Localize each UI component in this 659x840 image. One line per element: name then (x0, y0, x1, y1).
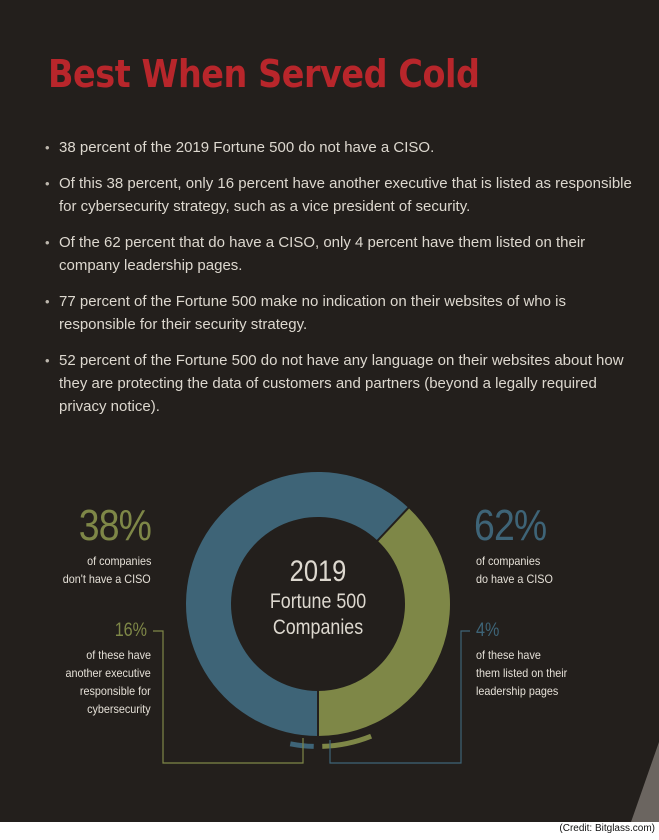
slice-separator (376, 506, 410, 542)
other-exec-desc-3: responsible for (80, 684, 151, 698)
bullet-item: • 77 percent of the Fortune 500 make no i… (45, 290, 635, 336)
connector-listed (329, 630, 470, 764)
center-line-1: Fortune 500 (269, 590, 367, 613)
bullet-dot: • (45, 140, 50, 155)
has-ciso-desc-2: do have a CISO (476, 572, 553, 586)
bullet-dot: • (45, 176, 50, 191)
has-ciso-percent: 62% (474, 501, 547, 550)
bullet-list: • 38 percent of the 2019 Fortune 500 do n… (45, 136, 635, 431)
corner-accent (631, 742, 659, 822)
bullet-text: Of this 38 percent, only 16 percent have… (59, 175, 632, 215)
has-ciso-desc-1: of companies (476, 554, 541, 568)
bullet-item: • 52 percent of the Fortune 500 do not ha… (45, 349, 635, 418)
listed-desc-3: leadership pages (476, 684, 559, 698)
bullet-item: • Of this 38 percent, only 16 percent hav… (45, 172, 635, 218)
bullet-dot: • (45, 353, 50, 368)
center-year: 2019 (289, 555, 347, 588)
slice-no-ciso (318, 507, 451, 736)
no-ciso-desc-2: don't have a CISO (63, 572, 151, 586)
bullet-text: 38 percent of the 2019 Fortune 500 do no… (59, 139, 435, 156)
bullet-dot: • (45, 294, 50, 309)
connector-other-exec (153, 630, 304, 764)
center-line-2: Companies (272, 616, 364, 639)
no-ciso-percent: 38% (78, 501, 152, 550)
donut-center-label: 2019 Fortune 500 Companies (228, 555, 408, 641)
bullet-text: 77 percent of the Fortune 500 make no in… (59, 293, 566, 333)
bullet-item: • Of the 62 percent that do have a CISO, … (45, 231, 635, 277)
bullet-item: • 38 percent of the 2019 Fortune 500 do n… (45, 136, 635, 159)
infographic-panel: Best When Served Cold • 38 percent of the… (0, 0, 659, 822)
sub-arc-other-exec (322, 733, 373, 749)
other-exec-percent: 16% (114, 620, 147, 641)
other-exec-desc-1: of these have (86, 648, 151, 662)
listed-desc-2: them listed on their (476, 666, 568, 680)
bullet-text: 52 percent of the Fortune 500 do not hav… (59, 352, 624, 415)
slice-has-ciso (186, 472, 409, 736)
bullet-dot: • (45, 235, 50, 250)
other-exec-desc-4: cybersecurity (87, 702, 151, 716)
other-exec-desc-2: another executive (65, 666, 151, 680)
bullet-text: Of the 62 percent that do have a CISO, o… (59, 234, 586, 274)
sub-arc-listed (289, 741, 314, 749)
donut-chart (153, 472, 470, 764)
image-credit: (Credit: Bitglass.com) (559, 823, 655, 834)
page-title: Best When Served Cold (48, 52, 480, 96)
no-ciso-desc-1: of companies (86, 554, 151, 568)
listed-percent: 4% (476, 620, 500, 641)
listed-desc-1: of these have (476, 648, 541, 662)
